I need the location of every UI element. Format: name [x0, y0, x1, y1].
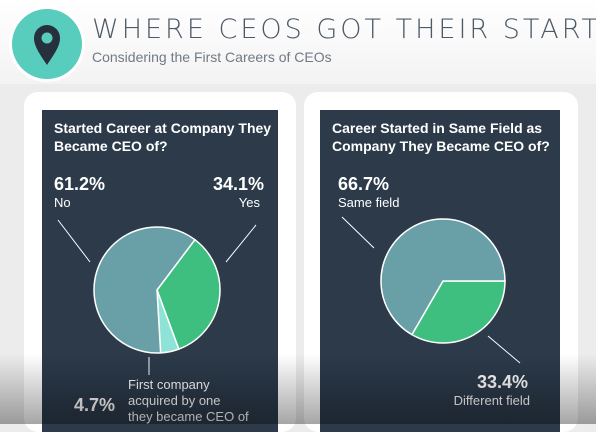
pie-chart-field: 66.7% Same field 33.4% Different field	[338, 174, 530, 408]
chart-title: Career Started in Same Field as Company …	[332, 120, 550, 154]
leader-line-same	[341, 216, 375, 249]
slice-label-no: No	[54, 195, 71, 210]
pie-slices	[93, 226, 221, 354]
leader-line-no	[57, 219, 91, 263]
slice-label-same: Same field	[338, 195, 399, 210]
pie-chart-company: 61.2% No 34.1% Yes 4.7% First company ac…	[54, 174, 264, 424]
chart-card-company: Started Career at Company They Became CE…	[24, 92, 296, 432]
pct-label-different: 33.4%	[477, 372, 528, 392]
pie-slice-same-field	[380, 218, 506, 336]
chart-title: Started Career at Company They Became CE…	[54, 120, 272, 154]
pct-label-same: 66.7%	[338, 174, 389, 194]
page-subtitle: Considering the First Careers of CEOs	[92, 49, 332, 65]
chart-panel-company: Started Career at Company They Became CE…	[42, 110, 278, 432]
leader-lines	[341, 216, 521, 364]
slice-label-yes: Yes	[239, 195, 261, 210]
map-pin-icon	[34, 25, 60, 65]
logo-badge	[12, 9, 82, 79]
leader-lines	[57, 219, 257, 375]
page-title: WHERE CEOS GOT THEIR STARTS	[92, 14, 596, 45]
slice-label-different: Different field	[454, 393, 530, 408]
pie-slices	[380, 218, 506, 344]
pie-slice-different-field	[410, 280, 506, 344]
slice-label-acquired: First company acquired by one they becam…	[128, 377, 249, 424]
pct-label-acquired: 4.7%	[74, 395, 115, 415]
chart-card-field: Career Started in Same Field as Company …	[304, 92, 578, 432]
chart-panel-field: Career Started in Same Field as Company …	[320, 110, 560, 432]
pct-label-no: 61.2%	[54, 174, 105, 194]
leader-line-yes	[225, 224, 257, 263]
pie-slice-yes	[156, 238, 221, 351]
header: WHERE CEOS GOT THEIR STARTS Considering …	[0, 0, 596, 84]
pie-slice-no	[93, 226, 196, 354]
leader-line-different	[487, 335, 521, 364]
pct-label-yes: 34.1%	[213, 174, 264, 194]
